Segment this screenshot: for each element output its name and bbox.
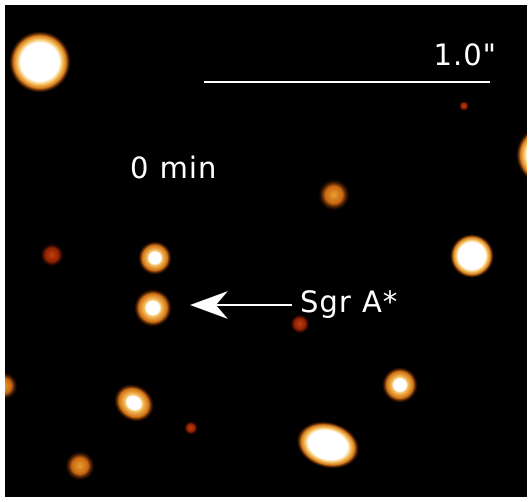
target-label: Sgr A*	[300, 285, 398, 319]
page: 1.0" 0 min Sgr A* (() => { const data = …	[0, 0, 529, 502]
star	[318, 179, 350, 211]
star	[382, 367, 418, 403]
star	[65, 451, 95, 481]
image-view: 1.0" 0 min Sgr A*	[0, 0, 529, 502]
time-label: 0 min	[130, 151, 217, 185]
star	[40, 243, 64, 267]
star	[134, 289, 172, 327]
scale-label: 1.0"	[434, 38, 497, 72]
star	[450, 234, 494, 278]
star	[138, 241, 172, 275]
star	[459, 101, 469, 111]
star	[184, 421, 198, 435]
sky	[5, 5, 527, 497]
star	[9, 31, 71, 93]
